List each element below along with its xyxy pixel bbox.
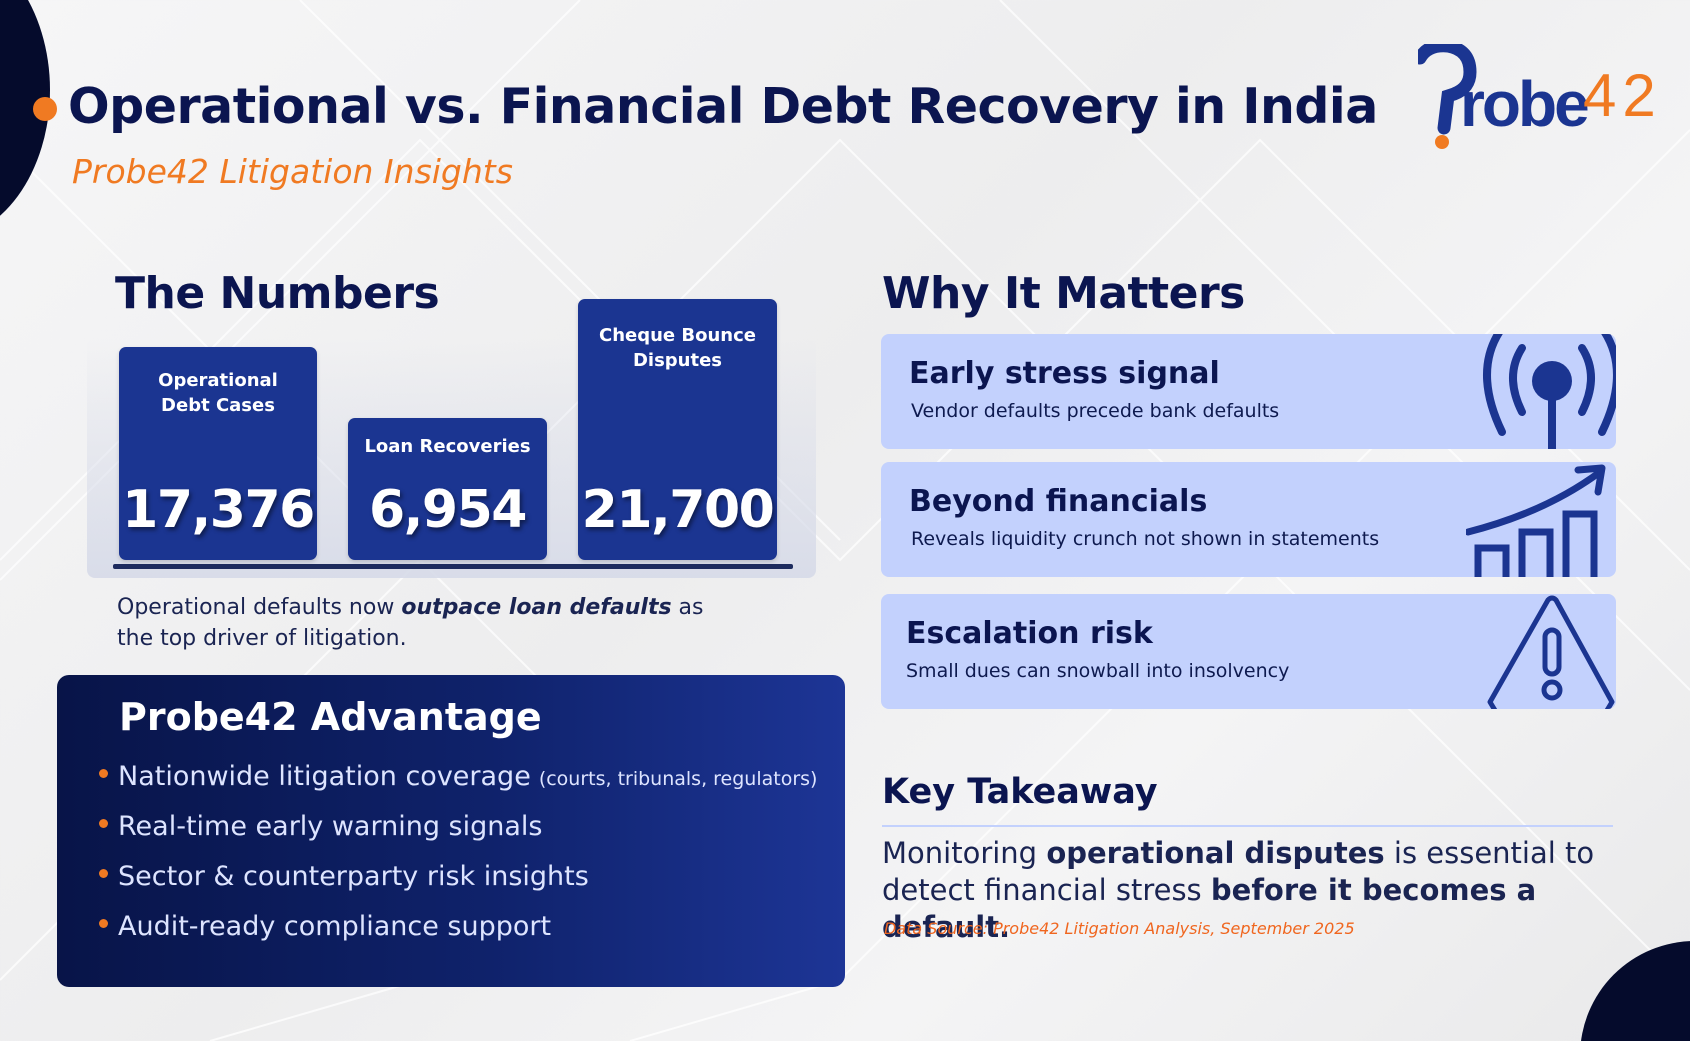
list-item: Nationwide litigation coverage (courts, … xyxy=(99,761,817,811)
card-desc: Reveals liquidity crunch not shown in st… xyxy=(911,528,1380,550)
list-item: Audit-ready compliance support xyxy=(99,911,817,961)
bar-label: Loan Recoveries xyxy=(364,436,531,457)
bar-value: 17,376 xyxy=(122,480,315,540)
question-mark-p-icon xyxy=(1418,44,1477,149)
growth-chart-icon xyxy=(1466,464,1606,577)
list-item: Real-time early warning signals xyxy=(99,811,817,861)
numbers-heading: The Numbers xyxy=(115,268,440,319)
bar-cheque-bounce: Cheque Bounce Disputes 21,700 xyxy=(578,299,777,560)
card-early-stress-signal: Early stress signal Vendor defaults prec… xyxy=(881,334,1616,449)
chart-baseline xyxy=(113,564,793,569)
list-item: Sector & counterparty risk insights xyxy=(99,861,817,911)
page-title: Operational vs. Financial Debt Recovery … xyxy=(68,78,1378,135)
data-source-note: Data Source: Probe42 Litigation Analysis… xyxy=(884,919,1355,938)
takeaway-heading: Key Takeaway xyxy=(882,772,1158,812)
probe42-logo: robe 42 xyxy=(1418,44,1662,149)
card-desc: Small dues can snowball into insolvency xyxy=(906,660,1290,682)
advantage-list: Nationwide litigation coverage (courts, … xyxy=(99,761,817,961)
card-title: Beyond financials xyxy=(909,484,1208,519)
bar-loan-recoveries: Loan Recoveries 6,954 xyxy=(348,418,547,560)
card-beyond-financials: Beyond financials Reveals liquidity crun… xyxy=(881,462,1616,577)
bar-label: Cheque Bounce Disputes xyxy=(599,325,756,371)
warning-icon xyxy=(1487,595,1615,709)
card-title: Early stress signal xyxy=(909,356,1220,391)
signal-broadcast-icon xyxy=(1483,334,1616,449)
bullet-dot-icon xyxy=(99,919,108,928)
card-title: Escalation risk xyxy=(906,616,1153,651)
corner-decoration-bottom-right xyxy=(1580,941,1690,1041)
why-heading: Why It Matters xyxy=(882,268,1245,319)
numbers-caption: Operational defaults now outpace loan de… xyxy=(117,595,704,651)
bar-value: 6,954 xyxy=(369,480,527,540)
bullet-dot-icon xyxy=(99,869,108,878)
title-bullet-dot xyxy=(33,97,57,121)
bullet-dot-icon xyxy=(99,769,108,778)
bullet-dot-icon xyxy=(99,819,108,828)
svg-text:42: 42 xyxy=(1583,62,1662,129)
advantage-title: Probe42 Advantage xyxy=(119,695,542,739)
card-escalation-risk: Escalation risk Small dues can snowball … xyxy=(881,594,1616,709)
card-desc: Vendor defaults precede bank defaults xyxy=(911,400,1280,422)
bar-operational-debt: Operational Debt Cases 17,376 xyxy=(119,347,317,560)
bar-label: Operational Debt Cases xyxy=(158,370,278,416)
advantage-box: Probe42 Advantage Nationwide litigation … xyxy=(57,675,845,987)
page-subtitle: Probe42 Litigation Insights xyxy=(72,152,513,191)
takeaway-text: Monitoring operational disputes is essen… xyxy=(882,836,1595,944)
takeaway-divider xyxy=(882,825,1613,827)
bar-value: 21,700 xyxy=(581,480,775,540)
svg-text:robe: robe xyxy=(1460,68,1588,140)
